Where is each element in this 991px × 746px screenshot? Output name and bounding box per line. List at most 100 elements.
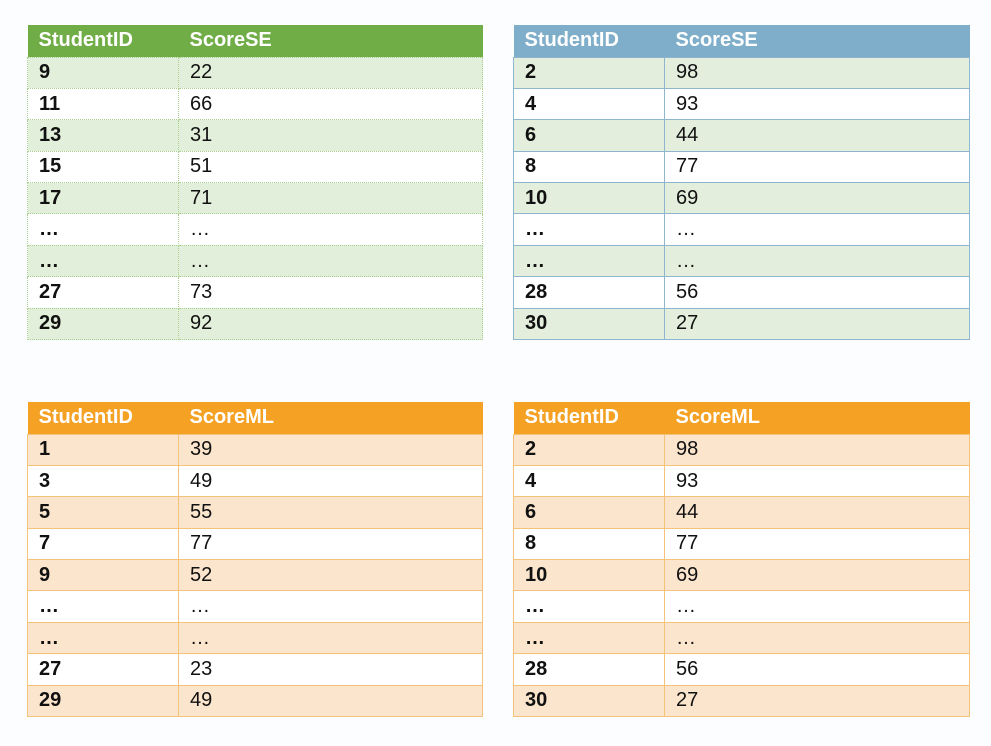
table-row: 10 69 (513, 559, 970, 592)
column-header-score: ScoreSE (178, 25, 483, 57)
table-row: 2 98 (513, 433, 970, 466)
score-cell: 69 (664, 559, 970, 592)
score-cell: 22 (178, 56, 483, 89)
table-row: …… (27, 590, 483, 623)
column-header-studentid: StudentID (513, 25, 665, 57)
table-row: 4 93 (513, 87, 970, 121)
table-row: 28 56 (513, 653, 970, 686)
header-row: StudentID ScoreSE (27, 25, 483, 57)
table-row: 9 52 (27, 559, 483, 592)
student-id-cell: 9 (27, 559, 179, 592)
table-row: 2 98 (513, 56, 970, 89)
table-row: …… (27, 213, 483, 246)
score-cell: … (664, 244, 970, 278)
header-row: StudentID ScoreML (513, 402, 970, 434)
student-id-cell: 29 (27, 684, 179, 718)
header-row: StudentID ScoreML (27, 402, 483, 434)
student-id-cell: 6 (513, 119, 665, 152)
table-row: 8 77 (513, 150, 970, 184)
student-id-cell: 8 (513, 527, 665, 561)
score-cell: … (178, 244, 483, 278)
table-row: 4 93 (513, 464, 970, 498)
student-id-cell: 27 (27, 653, 179, 686)
student-id-cell: … (27, 213, 179, 246)
score-cell: 93 (664, 87, 970, 121)
table-row: 11 66 (27, 87, 483, 121)
table-row: …… (27, 244, 483, 278)
student-id-cell: 30 (513, 307, 665, 341)
student-id-cell: 29 (27, 307, 179, 341)
score-cell: 31 (178, 119, 483, 152)
student-id-cell: 5 (27, 496, 179, 529)
student-id-cell: 28 (513, 653, 665, 686)
student-id-cell: … (513, 590, 665, 623)
score-cell: 77 (178, 527, 483, 561)
student-id-cell: 4 (513, 87, 665, 121)
score-cell: 98 (664, 433, 970, 466)
student-id-cell: 6 (513, 496, 665, 529)
score-cell: 77 (664, 150, 970, 184)
student-id-cell: 2 (513, 56, 665, 89)
score-cell: 69 (664, 182, 970, 215)
score-cell: 98 (664, 56, 970, 89)
scorese-table-green: StudentID ScoreSE 9 22 11 66 13 31 15 51 17 7… (27, 25, 483, 341)
student-id-cell: 10 (513, 559, 665, 592)
score-cell: … (664, 213, 970, 246)
table-row: 29 49 (27, 684, 483, 718)
student-id-cell: … (513, 621, 665, 655)
student-id-cell: … (27, 244, 179, 278)
scorese-table-blue: StudentID ScoreSE 2 98 4 93 6 44 8 77 10 69 …… (513, 25, 970, 341)
score-cell: 71 (178, 182, 483, 215)
table-row: 7 77 (27, 527, 483, 561)
student-id-cell: 9 (27, 56, 179, 89)
column-header-score: ScoreML (178, 402, 483, 434)
table-row: 27 73 (27, 276, 483, 309)
score-cell: 93 (664, 464, 970, 498)
table-row: 27 23 (27, 653, 483, 686)
table-row: 13 31 (27, 119, 483, 152)
student-id-cell: 28 (513, 276, 665, 309)
score-cell: … (178, 213, 483, 246)
student-id-cell: 2 (513, 433, 665, 466)
table-row: 30 27 (513, 307, 970, 341)
score-cell: 39 (178, 433, 483, 466)
student-id-cell: … (513, 213, 665, 246)
score-cell: 49 (178, 684, 483, 718)
table-row: 10 69 (513, 182, 970, 215)
student-id-cell: … (27, 590, 179, 623)
student-id-cell: 13 (27, 119, 179, 152)
student-id-cell: 3 (27, 464, 179, 498)
table-row: 30 27 (513, 684, 970, 718)
table-row: 17 71 (27, 182, 483, 215)
score-cell: 23 (178, 653, 483, 686)
student-id-cell: 10 (513, 182, 665, 215)
table-row: …… (513, 213, 970, 246)
score-cell: 77 (664, 527, 970, 561)
table-row: 1 39 (27, 433, 483, 466)
student-id-cell: … (513, 244, 665, 278)
table-row: …… (513, 244, 970, 278)
score-cell: … (664, 621, 970, 655)
student-id-cell: 11 (27, 87, 179, 121)
score-cell: 49 (178, 464, 483, 498)
column-header-studentid: StudentID (27, 402, 179, 434)
student-id-cell: 30 (513, 684, 665, 718)
student-id-cell: 27 (27, 276, 179, 309)
score-cell: 56 (664, 653, 970, 686)
table-row: 6 44 (513, 496, 970, 529)
table-row: 6 44 (513, 119, 970, 152)
table-row: 9 22 (27, 56, 483, 89)
column-header-studentid: StudentID (27, 25, 179, 57)
score-cell: 55 (178, 496, 483, 529)
table-row: 5 55 (27, 496, 483, 529)
score-cell: 92 (178, 307, 483, 341)
student-id-cell: 17 (27, 182, 179, 215)
student-id-cell: 7 (27, 527, 179, 561)
student-id-cell: 4 (513, 464, 665, 498)
score-cell: 73 (178, 276, 483, 309)
score-cell: 27 (664, 307, 970, 341)
table-row: 28 56 (513, 276, 970, 309)
score-cell: 52 (178, 559, 483, 592)
score-cell: 56 (664, 276, 970, 309)
table-row: 3 49 (27, 464, 483, 498)
